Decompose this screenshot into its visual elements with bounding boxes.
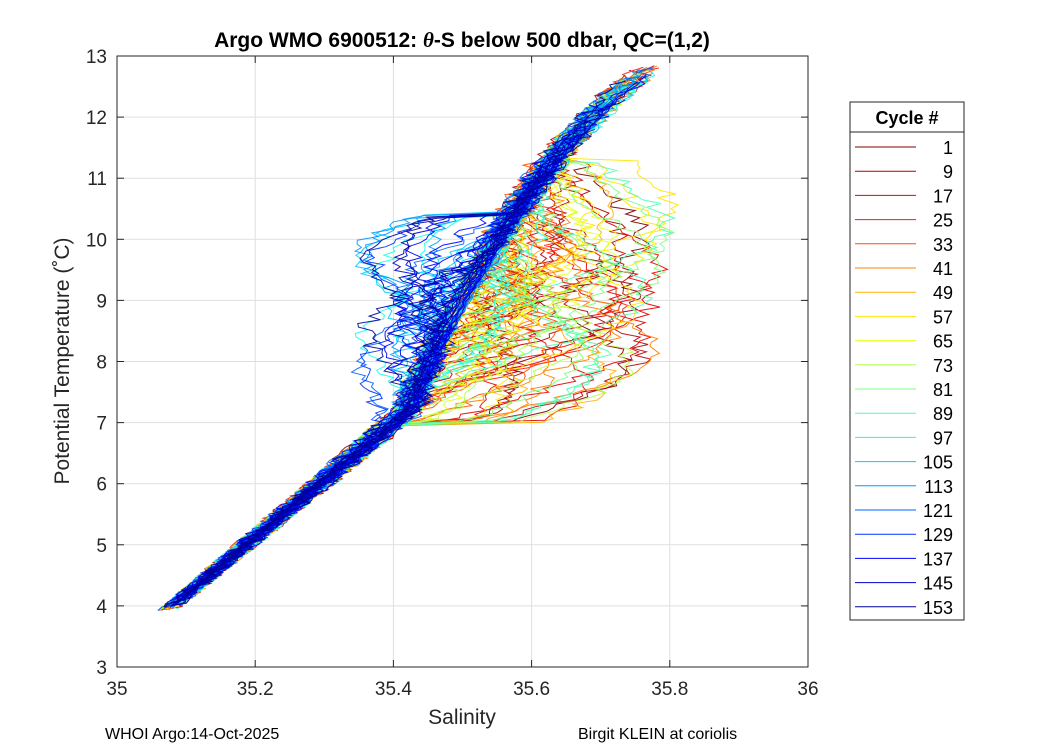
legend-label: 9 bbox=[943, 162, 953, 182]
legend-label: 113 bbox=[924, 477, 953, 497]
legend-label: 129 bbox=[923, 525, 953, 545]
x-tick-label: 35.6 bbox=[513, 679, 550, 700]
x-tick-label: 35.8 bbox=[651, 679, 688, 700]
legend-title: Cycle # bbox=[875, 108, 938, 128]
profile-cycle-107 bbox=[176, 76, 649, 606]
legend-label: 145 bbox=[923, 574, 953, 594]
axis-ticks: 35 35.2 35.4 35.6 35.8 36 3 4 5 6 7 8 9 10 11 12 13 bbox=[86, 47, 819, 700]
y-tick-label: 5 bbox=[96, 536, 107, 557]
profile-cycle-148 bbox=[163, 170, 557, 608]
y-tick-label: 8 bbox=[96, 353, 107, 374]
legend-label: 65 bbox=[933, 332, 953, 352]
y-tick-label: 7 bbox=[96, 414, 107, 435]
legend-label: 17 bbox=[933, 186, 953, 206]
x-tick-label: 35.2 bbox=[237, 679, 274, 700]
profile-cycle-129 bbox=[170, 128, 576, 607]
profile-cycle-149 bbox=[173, 99, 626, 607]
legend-label: 153 bbox=[923, 598, 953, 618]
legend-label: 89 bbox=[933, 404, 953, 424]
legend-label: 25 bbox=[933, 211, 953, 231]
legend-label: 49 bbox=[933, 283, 953, 303]
legend-label: 81 bbox=[933, 380, 953, 400]
legend-box bbox=[849, 101, 965, 621]
legend-label: 33 bbox=[933, 235, 953, 255]
footer-operator: Birgit KLEIN at coriolis bbox=[578, 726, 738, 743]
x-axis-label: Salinity bbox=[428, 706, 496, 729]
y-tick-label: 13 bbox=[86, 47, 107, 68]
y-tick-label: 4 bbox=[96, 597, 107, 618]
y-tick-label: 3 bbox=[96, 658, 107, 679]
y-axis-label: Potential Temperature (˚C) bbox=[51, 237, 74, 484]
x-tick-label: 35 bbox=[106, 679, 127, 700]
x-tick-label: 35.4 bbox=[375, 679, 412, 700]
y-tick-label: 10 bbox=[86, 230, 107, 251]
legend-label: 1 bbox=[943, 138, 953, 158]
legend-label: 57 bbox=[933, 307, 953, 327]
legend-label: 121 bbox=[923, 501, 953, 521]
legend-label: 105 bbox=[923, 453, 953, 473]
x-tick-label: 36 bbox=[797, 679, 818, 700]
y-tick-label: 12 bbox=[86, 108, 107, 129]
footer-timestamp: WHOI Argo:14-Oct-2025 bbox=[105, 726, 280, 743]
legend-label: 41 bbox=[933, 259, 953, 279]
legend-label: 73 bbox=[933, 356, 953, 376]
legend: Cycle # 1 9 17 25 33 41 49 57 65 73 81 89 97 105 113 12… bbox=[849, 101, 965, 621]
y-tick-label: 11 bbox=[87, 169, 107, 190]
legend-label: 97 bbox=[933, 428, 953, 448]
profile-cycle-153 bbox=[184, 138, 571, 598]
profile-cycle-151 bbox=[183, 172, 542, 596]
legend-label: 137 bbox=[923, 549, 953, 569]
chart-title: Argo WMO 6900512: θ-S below 500 dbar, QC… bbox=[214, 28, 710, 52]
y-tick-label: 9 bbox=[96, 291, 107, 312]
profiles bbox=[157, 65, 680, 611]
profile-cycle-121 bbox=[176, 85, 617, 596]
y-tick-label: 6 bbox=[96, 475, 107, 496]
